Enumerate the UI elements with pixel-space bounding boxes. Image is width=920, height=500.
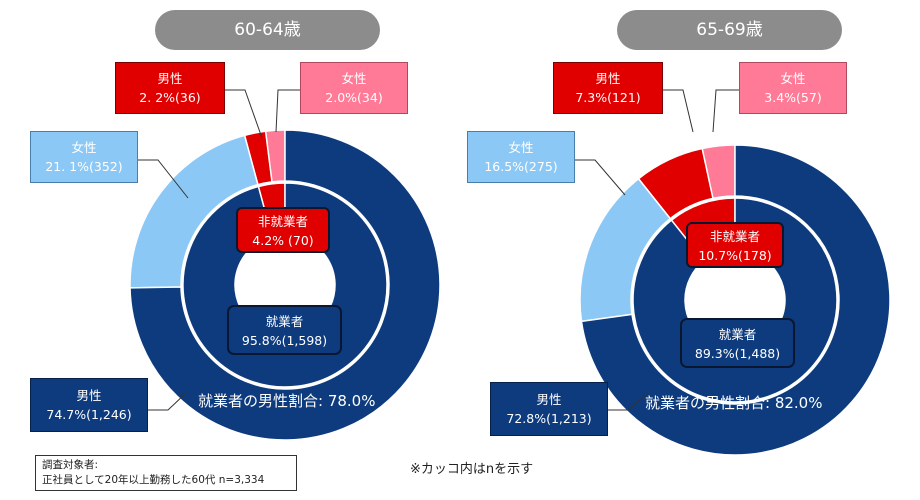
leader-line-60-64-2 (138, 159, 189, 199)
label-60-64-male-nonworker-name: 男性 (157, 71, 183, 86)
survey-footnote-line1: 調査対象者: (42, 459, 99, 471)
n-note: ※カッコ内はnを示す (410, 462, 534, 477)
label-65-69-male-nonworker-name: 男性 (595, 71, 621, 86)
label-60-64-worker-value: 95.8%(1,598) (241, 333, 328, 348)
label-60-64-female-nonworker-name: 女性 (341, 71, 367, 86)
label-65-69-male-worker: 男性 72.8%(1,213) (490, 382, 608, 436)
label-65-69-nonworker-name: 非就業者 (709, 229, 760, 244)
label-60-64-male-nonworker: 男性 2. 2%(36) (115, 62, 225, 114)
label-60-64-female-worker-value: 21. 1%(352) (45, 159, 123, 174)
label-60-64-nonworker-name: 非就業者 (257, 214, 308, 229)
label-60-64-female-nonworker: 女性 2.0%(34) (300, 62, 408, 114)
label-65-69-female-nonworker-name: 女性 (780, 71, 806, 86)
chart-title-60-64: 60-64歳 (155, 10, 380, 50)
label-65-69-female-nonworker: 女性 3.4%(57) (739, 62, 847, 114)
donut-60-64-separator (181, 181, 389, 389)
donut-65-69-separator (631, 196, 839, 404)
label-60-64-male-worker-name: 男性 (76, 388, 102, 403)
survey-footnote: 調査対象者: 正社員として20年以上勤務した60代 n=3,334 (35, 455, 297, 491)
label-60-64-nonworker-value: 4.2% (70) (252, 233, 314, 248)
label-60-64-female-worker: 女性 21. 1%(352) (30, 131, 138, 183)
label-65-69-nonworker: 非就業者 10.7%(178) (686, 222, 784, 268)
chart-title-65-69: 65-69歳 (617, 10, 842, 50)
label-60-64-female-nonworker-value: 2.0%(34) (325, 90, 383, 105)
label-60-64-worker-name: 就業者 (265, 314, 304, 329)
label-65-69-worker-name: 就業者 (718, 327, 757, 342)
label-65-69-female-nonworker-value: 3.4%(57) (764, 90, 822, 105)
leader-line-65-69-1 (712, 89, 739, 133)
label-65-69-worker: 就業者 89.3%(1,488) (680, 318, 795, 368)
label-65-69-male-worker-value: 72.8%(1,213) (506, 411, 592, 426)
label-60-64-nonworker: 非就業者 4.2% (70) (236, 207, 330, 253)
label-65-69-male-worker-name: 男性 (536, 392, 562, 407)
leader-line-60-64-0 (225, 89, 263, 139)
label-65-69-worker-value: 89.3%(1,488) (694, 346, 781, 361)
label-60-64-worker: 就業者 95.8%(1,598) (227, 305, 342, 355)
label-65-69-female-worker-name: 女性 (508, 140, 534, 155)
annotation-65-69-male-ratio: 就業者の男性割合: 82.0% (645, 394, 823, 412)
label-60-64-female-worker-name: 女性 (71, 140, 97, 155)
label-65-69-male-nonworker: 男性 7.3%(121) (553, 62, 663, 114)
label-60-64-male-worker: 男性 74.7%(1,246) (30, 378, 148, 432)
leader-line-60-64-3 (148, 392, 187, 411)
leader-line-65-69-3 (608, 392, 649, 411)
annotation-60-64-male-ratio: 就業者の男性割合: 78.0% (198, 392, 376, 410)
label-65-69-female-worker: 女性 16.5%(275) (467, 131, 575, 183)
label-60-64-male-worker-value: 74.7%(1,246) (46, 407, 132, 422)
survey-footnote-line2: 正社員として20年以上勤務した60代 n=3,334 (42, 474, 265, 486)
label-65-69-nonworker-value: 10.7%(178) (698, 248, 772, 263)
label-65-69-female-worker-value: 16.5%(275) (484, 159, 558, 174)
leader-line-60-64-1 (275, 89, 300, 133)
label-60-64-male-nonworker-value: 2. 2%(36) (139, 90, 201, 105)
leader-line-65-69-2 (575, 159, 626, 196)
label-65-69-male-nonworker-value: 7.3%(121) (575, 90, 641, 105)
leader-line-65-69-0 (663, 89, 694, 133)
